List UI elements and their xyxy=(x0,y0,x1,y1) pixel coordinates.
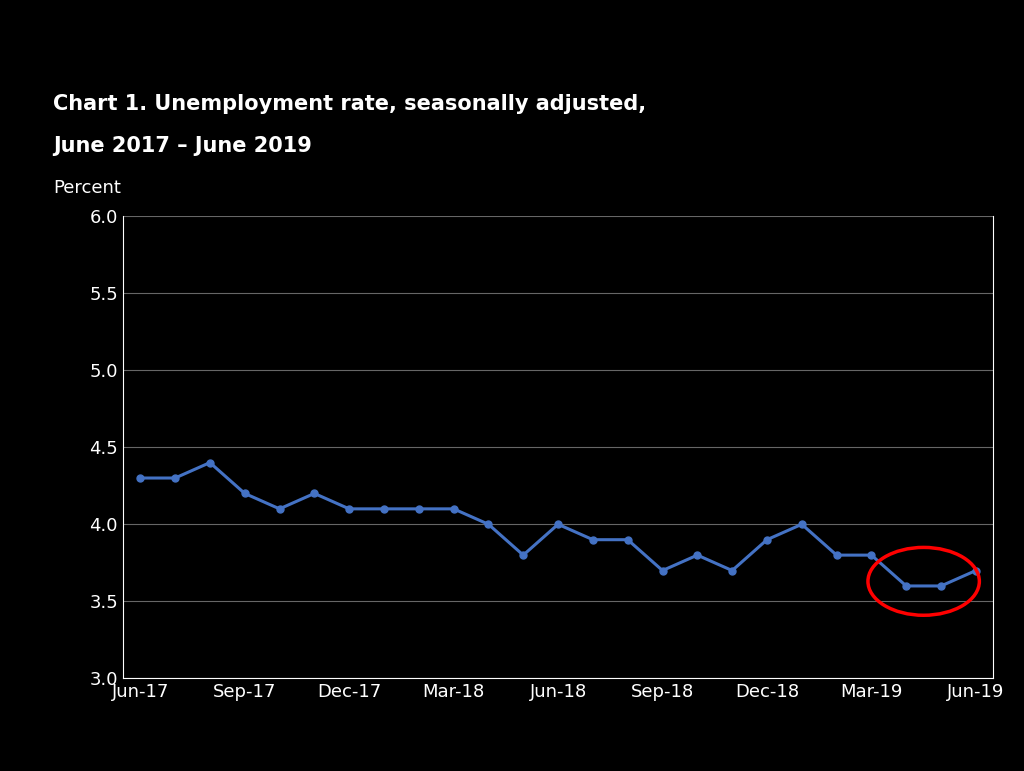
Text: Chart 1. Unemployment rate, seasonally adjusted,: Chart 1. Unemployment rate, seasonally a… xyxy=(53,94,646,114)
Text: June 2017 – June 2019: June 2017 – June 2019 xyxy=(53,136,312,156)
Text: Percent: Percent xyxy=(53,180,121,197)
